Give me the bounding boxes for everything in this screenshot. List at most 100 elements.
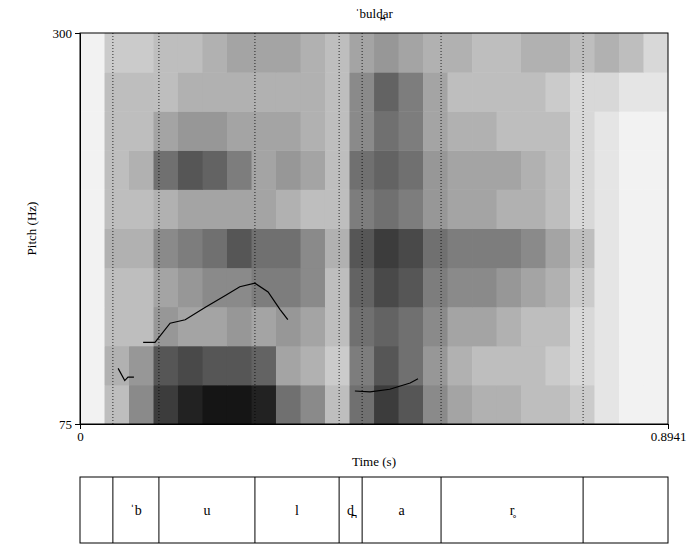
spectrogram-cell (325, 189, 350, 229)
spectrogram-cell (447, 150, 472, 190)
spectrogram-cell (496, 307, 521, 347)
spectrogram-cell (472, 268, 497, 308)
spectrogram-cell (570, 346, 595, 386)
spectrogram-cell (325, 346, 350, 386)
spectrogram-cell (643, 229, 668, 269)
spectrogram-cell (643, 189, 668, 229)
spectrogram-cell (521, 229, 546, 269)
spectrogram-cell (521, 72, 546, 112)
spectrogram-cell (521, 307, 546, 347)
spectrogram-cell (276, 150, 301, 190)
spectrogram-cell (619, 307, 644, 347)
spectrogram-cell (496, 346, 521, 386)
spectrogram-cell (521, 33, 546, 73)
spectrogram-cell (472, 189, 497, 229)
spectrogram-cell (374, 72, 399, 112)
spectrogram-cell (80, 189, 105, 229)
spectrogram-cell (496, 268, 521, 308)
boundary-line (362, 33, 363, 424)
spectrogram-cell (643, 268, 668, 308)
boundary-line (158, 33, 159, 424)
spectrogram-cell (496, 189, 521, 229)
spectrogram-cell (545, 189, 570, 229)
spectrogram-cell (374, 307, 399, 347)
tier-boundary (254, 477, 255, 543)
spectrogram-cell (545, 111, 570, 151)
spectrogram-cell (178, 189, 203, 229)
spectrogram-cell (203, 346, 228, 386)
spectrogram-cell (570, 229, 595, 269)
spectrogram-cell (154, 33, 179, 73)
spectrogram-cell (545, 33, 570, 73)
spectrogram-cell (447, 33, 472, 73)
title: ˈbuld̪ar (355, 6, 393, 21)
spectrogram-cell (227, 189, 252, 229)
spectrogram-cell (398, 111, 423, 151)
spectrogram-cell (227, 111, 252, 151)
spectrogram-cell (80, 229, 105, 269)
spectrogram-cell (154, 111, 179, 151)
tier-boundary (112, 477, 113, 543)
spectrogram-cell (178, 150, 203, 190)
spectrogram-cell (521, 189, 546, 229)
spectrogram-cell (545, 150, 570, 190)
spectrogram-cell (398, 33, 423, 73)
spectrogram-cell (496, 111, 521, 151)
spectrogram-cell (472, 72, 497, 112)
spectrogram-cell (521, 385, 546, 424)
spectrogram-cell (374, 189, 399, 229)
spectrogram-cell (496, 72, 521, 112)
spectrogram-cell (154, 385, 179, 424)
spectrogram-cell (398, 346, 423, 386)
boundary-lines (113, 33, 583, 424)
spectrogram-cell (496, 229, 521, 269)
spectrogram-cell (594, 307, 619, 347)
spectrogram-cell (619, 229, 644, 269)
spectrogram-cell (447, 189, 472, 229)
spectrogram-cell (570, 72, 595, 112)
spectrogram-cell (619, 346, 644, 386)
spectrogram-cell (594, 229, 619, 269)
spectrogram-cell (301, 229, 326, 269)
spectrogram-cell (325, 229, 350, 269)
spectrogram-cell (447, 346, 472, 386)
spectrogram-cell (80, 385, 105, 424)
spectrogram-cell (570, 385, 595, 424)
spectrogram-cell (594, 346, 619, 386)
spectrogram-cell (472, 33, 497, 73)
spectrogram-cell (447, 385, 472, 424)
spectrogram-cell (619, 150, 644, 190)
spectrogram-cell (643, 150, 668, 190)
tier-boundary (583, 477, 584, 543)
spectrogram-cell (129, 346, 154, 386)
spectrogram-cell (80, 33, 105, 73)
spectrogram-cell (129, 229, 154, 269)
spectrogram-cell (619, 33, 644, 73)
tick: 300 (53, 26, 81, 41)
spectrogram-cell (105, 189, 130, 229)
spectrogram-cell (325, 385, 350, 424)
spectrogram-cell (423, 307, 448, 347)
spectrogram-cell (203, 72, 228, 112)
spectrogram-cell (301, 150, 326, 190)
spectrogram-cell (227, 346, 252, 386)
spectrogram-cell (129, 189, 154, 229)
spectrogram-cell (521, 346, 546, 386)
pitch-line (118, 283, 418, 392)
spectrogram-cell (398, 72, 423, 112)
spectrogram-cell (521, 150, 546, 190)
spectrogram-cell (594, 385, 619, 424)
spectrogram-cell (398, 229, 423, 269)
spectrogram-cell (570, 33, 595, 73)
segment-label: r̥ (510, 503, 517, 518)
tier-boundary (362, 477, 363, 543)
spectrogram-cell (301, 268, 326, 308)
spectrogram-cell (398, 189, 423, 229)
spectrogram-cell (545, 268, 570, 308)
spectrogram-cell (325, 33, 350, 73)
spectrogram-cell (423, 229, 448, 269)
spectrogram-cell (374, 150, 399, 190)
spectrogram-cell (129, 385, 154, 424)
spectrogram-cell (203, 229, 228, 269)
tick-label: 0.8941 (651, 429, 687, 444)
